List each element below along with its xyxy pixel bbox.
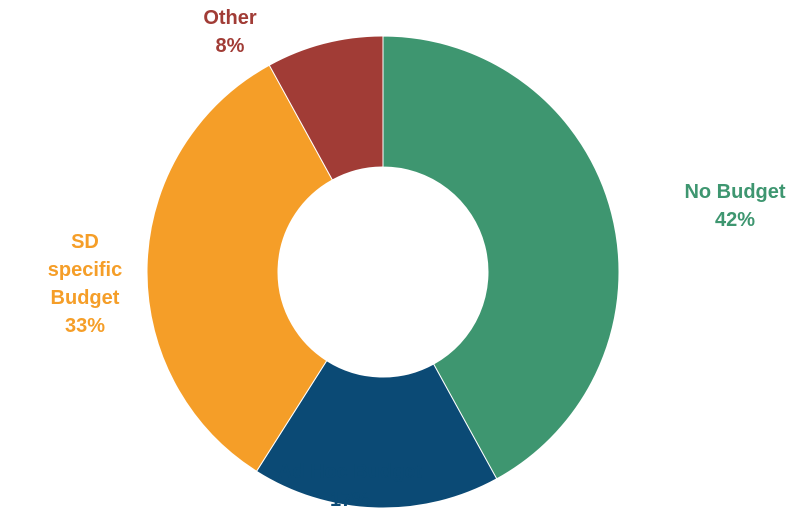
slice-label: SD specific Budget 33% [10, 228, 160, 340]
category-label: Ad Hoc Budget [277, 461, 423, 483]
value-label: 8% [215, 35, 245, 57]
category-label: No Budget [684, 181, 786, 203]
slice-label: No Budget 42% [660, 178, 808, 234]
donut-slice [146, 64, 334, 472]
donut-slice [255, 359, 498, 509]
slice-label: Ad Hoc Budget 17% [230, 458, 470, 514]
slice-label: Other 8% [170, 4, 290, 60]
value-label: 33% [64, 315, 106, 337]
category-label: Other [203, 7, 257, 29]
donut-slice [382, 35, 620, 480]
category-label: SD specific Budget [47, 231, 123, 309]
donut-slice [268, 35, 384, 181]
value-label: 42% [714, 209, 756, 231]
value-label: 17% [329, 489, 371, 511]
